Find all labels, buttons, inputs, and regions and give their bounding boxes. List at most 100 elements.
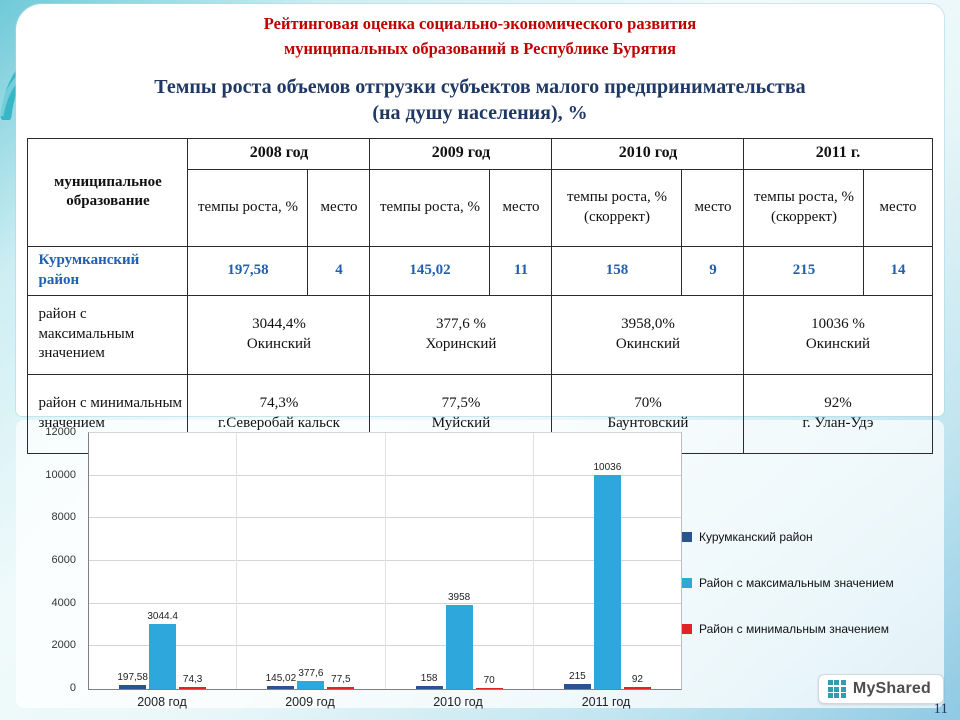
place-header-2009: место <box>489 168 553 247</box>
max-cell-2011: 10036 % Окинский <box>743 294 933 375</box>
bar-group-2008: 197,58 3044.4 74,3 <box>89 433 238 689</box>
bar-value-label: 215 <box>569 671 586 683</box>
slide-title: Рейтинговая оценка социально-экономическ… <box>16 12 944 62</box>
max-value-2009: 377,6 % <box>435 316 486 332</box>
bar-value-label: 3958 <box>448 591 471 603</box>
table-year-row: муниципальное образование 2008 год 2009 … <box>27 137 933 247</box>
table-subheader-row: темпы роста, % место темпы роста, % мест… <box>28 168 933 247</box>
bar-slot: 145,02 <box>265 433 297 689</box>
slide-title-line1: Рейтинговая оценка социально-экономическ… <box>263 14 697 33</box>
bar-min <box>327 687 355 689</box>
bar-max <box>593 474 621 689</box>
legend-swatch <box>682 578 692 588</box>
min-value-2011: 92% <box>824 395 852 411</box>
kurumkan-place-2011: 14 <box>863 245 933 296</box>
min-value-2010: 70% <box>634 395 662 411</box>
place-header-2008: место <box>307 168 371 247</box>
legend-item-kurumkan: Курумканский район <box>682 530 894 544</box>
x-axis-label: 2011 год <box>581 695 631 709</box>
bar-value-label: 10036 <box>593 461 622 473</box>
bar-kurumkan <box>119 684 147 689</box>
y-axis-tick-label: 8000 <box>51 511 76 524</box>
min-value-2009: 77,5% <box>441 395 481 411</box>
bar-kurumkan <box>267 685 295 689</box>
min-name-2011: г. Улан-Удэ <box>802 414 874 431</box>
x-axis-label: 2009 год <box>285 695 335 709</box>
gridline <box>89 432 681 433</box>
chart-y-axis: 0 2000 4000 6000 8000 10000 12000 <box>30 426 82 694</box>
max-value-2008: 3044,4% <box>252 316 306 332</box>
slide-content: Рейтинговая оценка социально-экономическ… <box>16 4 944 454</box>
max-cell-2009: 377,6 % Хоринский <box>369 294 553 375</box>
bar-value-label: 145,02 <box>265 672 297 684</box>
legend-label: Курумканский район <box>699 530 813 544</box>
y-axis-tick-label: 2000 <box>51 639 76 652</box>
bar-groups: 197,58 3044.4 74,3 145,02 377,6 77,5 158 3958 70… <box>89 433 681 689</box>
bar-value-label: 158 <box>420 672 438 684</box>
year-header-2011: 2011 г. <box>743 137 933 170</box>
chart-legend: Курумканский район Район с максимальным з… <box>682 530 894 636</box>
table-row-kurumkan: Курумканский район 197,58 4 145,02 11 15… <box>27 245 933 296</box>
bar-max <box>297 680 325 689</box>
bar-slot: 70 <box>475 433 503 689</box>
bar-min <box>179 687 207 689</box>
bar-kurumkan <box>415 685 443 689</box>
legend-item-min: Район с минимальным значением <box>682 622 894 636</box>
bar-max <box>149 624 177 689</box>
bar-max <box>445 604 473 689</box>
bar-value-label: 74,3 <box>182 674 203 686</box>
myshared-grid-icon <box>827 680 846 698</box>
kurumkan-place-2010: 9 <box>681 245 745 296</box>
y-axis-tick-label: 10000 <box>45 468 76 481</box>
legend-label: Район с минимальным значением <box>699 622 889 636</box>
x-axis-label: 2010 год <box>433 695 483 709</box>
table-title: Темпы роста объемов отгрузки субъектов м… <box>16 74 944 126</box>
bar-group-2011: 215 10036 92 <box>534 433 681 689</box>
page-number: 11 <box>933 701 948 717</box>
bar-group-2010: 158 3958 70 <box>386 433 534 689</box>
bar-min <box>475 687 503 689</box>
rate-header-2010: темпы роста, % (скоррект) <box>551 168 683 247</box>
min-value-2008: 74,3% <box>259 395 299 411</box>
chart-x-axis: 2008 год 2009 год 2010 год 2011 год <box>88 690 680 709</box>
year-header-2008: 2008 год <box>187 137 371 170</box>
ratings-table: муниципальное образование 2008 год 2009 … <box>27 137 933 454</box>
bar-chart: 0 2000 4000 6000 8000 10000 12000 197,58 3044.4… <box>30 418 942 712</box>
bar-slot: 92 <box>623 433 651 689</box>
bar-min <box>623 687 651 689</box>
min-name-2010: Баунтовский <box>607 414 689 431</box>
place-header-2011: место <box>863 168 933 247</box>
bar-value-label: 77,5 <box>331 674 351 686</box>
kurumkan-place-2009: 11 <box>489 245 553 296</box>
slide-title-line2: муниципальных образований в Республике Б… <box>283 38 677 58</box>
kurumkan-rate-2010: 158 <box>551 245 683 296</box>
bar-value-label: 197,58 <box>117 671 148 683</box>
kurumkan-rate-2011: 215 <box>743 245 865 296</box>
myshared-logo-text: MyShared <box>852 680 931 697</box>
myshared-logo[interactable]: MyShared <box>817 674 944 704</box>
rate-header-2011: темпы роста, % (скоррект) <box>743 168 865 247</box>
kurumkan-rate-2009: 145,02 <box>369 245 491 296</box>
max-value-2010: 3958,0% <box>621 316 675 332</box>
row-label-kurumkan: Курумканский район <box>27 245 189 296</box>
table-row-max: район с максимальным значением 3044,4% О… <box>27 294 933 375</box>
bar-value-label: 92 <box>631 674 643 686</box>
legend-item-max: Район с максимальным значением <box>682 576 894 590</box>
y-axis-tick-label: 6000 <box>51 554 76 566</box>
max-cell-2010: 3958,0% Окинский <box>551 294 745 375</box>
min-cell-2011: 92% г. Улан-Удэ <box>743 373 933 454</box>
max-value-2011: 10036 % <box>811 316 865 332</box>
max-name-2009: Хоринский <box>425 335 497 352</box>
bar-slot: 74,3 <box>179 433 207 689</box>
y-axis-tick-label: 4000 <box>51 596 76 609</box>
max-name-2011: Окинский <box>805 335 871 352</box>
max-cell-2008: 3044,4% Окинский <box>187 294 371 375</box>
bar-slot: 158 <box>415 433 443 689</box>
bar-slot: 215 <box>563 433 591 689</box>
bar-slot: 3044.4 <box>147 433 178 689</box>
bar-group-2009: 145,02 377,6 77,5 <box>237 433 386 689</box>
legend-swatch <box>682 624 692 634</box>
bar-value-label: 3044.4 <box>147 611 178 623</box>
legend-label: Район с максимальным значением <box>699 576 894 590</box>
